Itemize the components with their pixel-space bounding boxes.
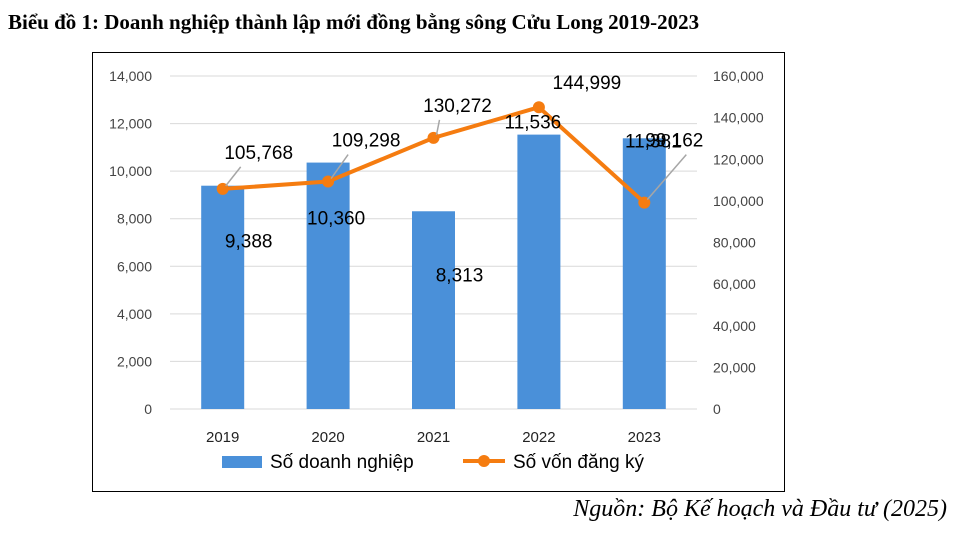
line-point-2021	[427, 131, 440, 144]
leader-line	[435, 119, 441, 136]
line-data-label: 109,298	[332, 131, 401, 152]
left-tick-label: 6,000	[117, 258, 152, 274]
left-tick-label: 12,000	[109, 116, 152, 132]
left-tick-label: 0	[144, 401, 152, 417]
left-tick-label: 10,000	[109, 163, 152, 179]
legend-bar-label: Số doanh nghiệp	[270, 452, 414, 473]
left-tick-label: 4,000	[117, 306, 152, 322]
category-label: 2020	[311, 429, 344, 446]
data-labels: 9,388 10,360 8,313 11,536 11,381 105,768 109,2…	[224, 73, 703, 286]
line-data-label: 130,272	[423, 96, 492, 117]
legend-line-label: Số vốn đăng ký	[513, 452, 644, 473]
line-data-label: 144,999	[553, 73, 622, 94]
bar-2022	[517, 134, 561, 409]
category-labels: 2019 2020 2021 2022 2023	[206, 429, 661, 446]
left-tick-label: 8,000	[117, 211, 152, 227]
chart-title: Biểu đồ 1: Doanh nghiệp thành lập mới đồ…	[8, 10, 700, 34]
bar-data-label: 11,536	[505, 113, 562, 134]
bar-2023	[622, 138, 666, 409]
leader-line	[225, 166, 242, 187]
bar-data-label: 9,388	[225, 232, 273, 253]
leader-line	[646, 154, 687, 201]
category-label: 2021	[417, 429, 450, 446]
line-data-label: 99,162	[645, 131, 703, 152]
bar-2019	[201, 185, 245, 409]
chart-frame	[92, 52, 785, 492]
right-tick-label: 120,000	[713, 151, 764, 167]
right-tick-label: 140,000	[713, 110, 764, 126]
category-label: 2019	[206, 429, 239, 446]
left-tick-label: 14,000	[109, 68, 152, 84]
bar-series	[201, 134, 666, 409]
right-tick-label: 100,000	[713, 193, 764, 209]
legend-bar-swatch	[222, 456, 262, 468]
source-note: Nguồn: Bộ Kế hoạch và Đầu tư (2025)	[573, 496, 947, 522]
bar-data-label: 11,381	[625, 131, 682, 152]
line-series	[216, 101, 687, 209]
line-point-2022	[532, 101, 545, 114]
legend-line-marker	[478, 455, 490, 467]
right-tick-label: 20,000	[713, 359, 756, 375]
line-data-label: 105,768	[224, 143, 293, 164]
right-axis-ticks: 0 20,000 40,000 60,000 80,000 100,000 120,000 1…	[713, 68, 764, 417]
right-tick-label: 160,000	[713, 68, 764, 84]
left-axis-ticks: 0 2,000 4,000 6,000 8,000 10,000 12,000 14,000	[109, 68, 152, 417]
bar-2020	[306, 162, 350, 409]
legend: Số doanh nghiệp Số vốn đăng ký	[222, 452, 644, 473]
right-tick-label: 0	[713, 401, 721, 417]
category-label: 2023	[628, 429, 661, 446]
right-tick-label: 80,000	[713, 235, 756, 251]
category-label: 2022	[522, 429, 555, 446]
leader-line	[330, 154, 349, 179]
right-tick-label: 60,000	[713, 276, 756, 292]
bar-data-label: 10,360	[307, 209, 365, 230]
left-tick-label: 2,000	[117, 353, 152, 369]
right-tick-label: 40,000	[713, 318, 756, 334]
bar-2021	[412, 211, 455, 409]
bar-data-label: 8,313	[436, 265, 484, 286]
